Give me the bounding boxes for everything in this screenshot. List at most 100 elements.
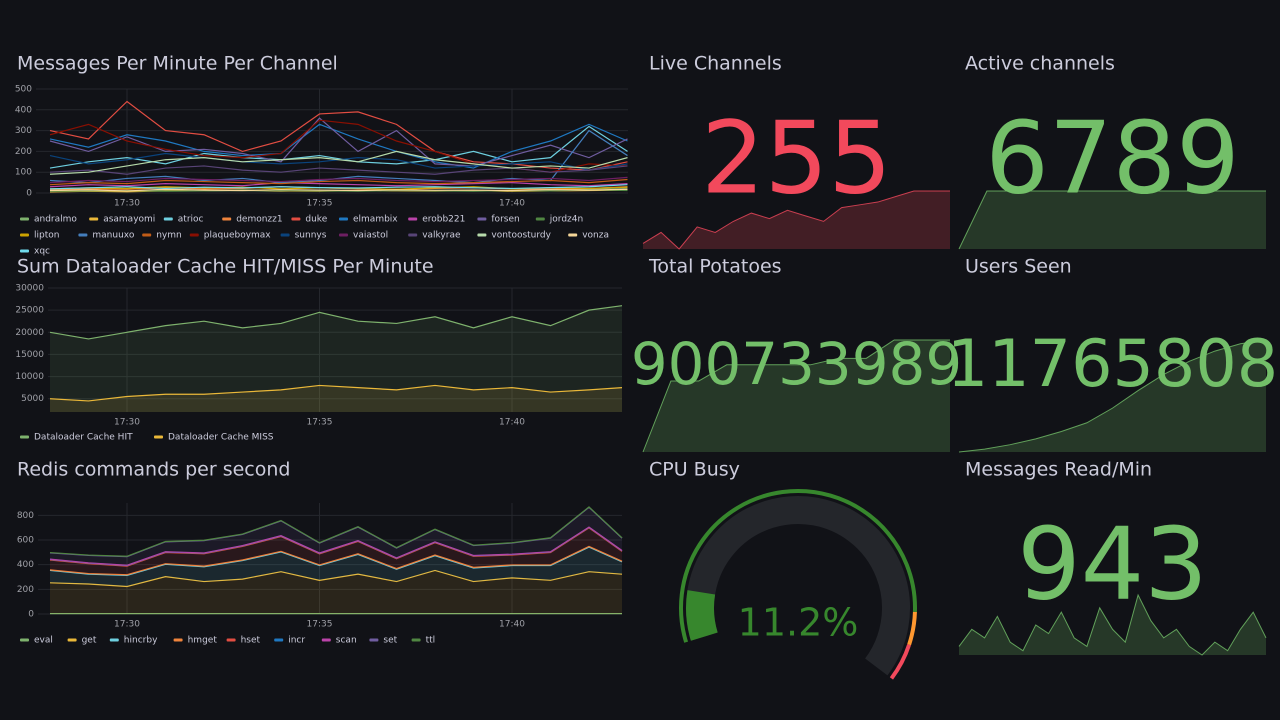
series-line (49, 305, 623, 340)
series-line (49, 165, 628, 175)
legend-label: duke (305, 215, 327, 225)
legend-swatch (154, 435, 163, 439)
gauge-value: 11.2% (738, 601, 859, 645)
y-tick-label: 500 (15, 85, 32, 95)
y-tick-label: 800 (17, 511, 34, 521)
y-tick-label: 400 (15, 105, 32, 115)
series-line (49, 384, 623, 402)
legend-swatch (20, 249, 29, 253)
y-tick-label: 300 (15, 126, 32, 136)
series-line (49, 152, 628, 171)
sparkline-area (643, 340, 950, 452)
stat-value: 255 (701, 99, 892, 216)
series-line (49, 545, 623, 576)
legend-label: atrioc (178, 215, 204, 225)
gauge-threshold (889, 644, 911, 680)
x-tick-label: 17:40 (499, 620, 525, 630)
gauge-threshold (679, 489, 917, 643)
sparkline (642, 339, 950, 453)
series-line (49, 188, 628, 192)
stat-value: 6789 (985, 99, 1240, 216)
legend-label: Dataloader Cache MISS (168, 433, 274, 443)
legend-label: jordz4n (549, 215, 583, 225)
panel-title: Redis commands per second (17, 459, 290, 481)
legend-label: plaqueboymax (204, 231, 272, 241)
sparkline (958, 190, 1266, 250)
legend-label: get (82, 636, 97, 646)
y-tick-label: 200 (15, 147, 32, 157)
legend-swatch (274, 638, 284, 642)
legend-swatch (339, 233, 348, 237)
legend-swatch (20, 435, 29, 439)
legend-label: andralmo (34, 215, 77, 225)
legend-label: sunnys (295, 231, 327, 241)
sparkline-area (959, 595, 1266, 655)
x-tick-label: 17:40 (499, 199, 525, 209)
series-line (49, 123, 628, 169)
legend-swatch (339, 217, 348, 221)
y-tick-label: 25000 (15, 306, 44, 316)
x-tick-label: 17:30 (114, 199, 140, 209)
legend-swatch (89, 217, 99, 221)
y-tick-label: 15000 (15, 350, 44, 360)
legend-label: scan (336, 636, 357, 646)
series-line (49, 129, 628, 184)
legend-label: incr (288, 636, 305, 646)
series-line (49, 181, 628, 188)
legend-label: forsen (491, 215, 519, 225)
legend-swatch (477, 233, 487, 237)
y-tick-label: 0 (26, 189, 32, 199)
panel-title: Total Potatoes (648, 256, 782, 278)
x-tick-label: 17:35 (307, 418, 333, 428)
y-tick-label: 20000 (15, 328, 44, 338)
gauge-value-arc (686, 590, 718, 641)
x-tick-label: 17:35 (307, 199, 333, 209)
series-line (49, 100, 628, 171)
gauge-track (686, 496, 910, 676)
panel-title: Messages Per Minute Per Channel (17, 53, 338, 75)
legend-label: vonza (582, 231, 609, 241)
legend-swatch (291, 217, 301, 221)
legend-label: hincrby (124, 636, 158, 646)
legend-swatch (67, 638, 77, 642)
legend-swatch (408, 233, 418, 237)
sparkline-area (959, 191, 1266, 249)
y-tick-label: 30000 (15, 284, 44, 294)
legend-label: eval (34, 636, 53, 646)
legend-swatch (109, 638, 119, 642)
legend-swatch (321, 638, 331, 642)
legend-label: hmget (188, 636, 218, 646)
y-tick-label: 200 (17, 585, 34, 595)
legend-swatch (78, 233, 88, 237)
x-tick-label: 17:30 (114, 418, 140, 428)
stat-value: 943 (1017, 505, 1208, 622)
legend-swatch (20, 233, 29, 237)
area-fill (50, 385, 622, 412)
panel-title: Messages Read/Min (965, 459, 1152, 481)
series-line (49, 184, 628, 190)
legend-swatch (222, 217, 232, 221)
legend-label: vontoosturdy (491, 231, 551, 241)
sparkline (642, 190, 950, 250)
legend-label: asamayomi (103, 215, 155, 225)
x-tick-label: 17:30 (114, 620, 140, 630)
stat-value: 900733989 (631, 330, 962, 398)
series-line (49, 125, 628, 169)
series-line (49, 150, 628, 175)
sparkline (958, 593, 1267, 656)
panel-title: Sum Dataloader Cache HIT/MISS Per Minute (17, 256, 434, 278)
legend-swatch (173, 638, 183, 642)
legend-label: erobb221 (422, 215, 465, 225)
sparkline-area (959, 340, 1266, 452)
y-tick-label: 10000 (15, 372, 44, 382)
legend-swatch (369, 638, 379, 642)
legend-swatch (142, 233, 152, 237)
legend-swatch (280, 233, 290, 237)
legend-swatch (226, 638, 236, 642)
series-line (49, 189, 628, 192)
series-line (49, 506, 623, 557)
x-tick-label: 17:35 (307, 620, 333, 630)
series-line (49, 526, 623, 566)
legend-swatch (20, 638, 29, 642)
